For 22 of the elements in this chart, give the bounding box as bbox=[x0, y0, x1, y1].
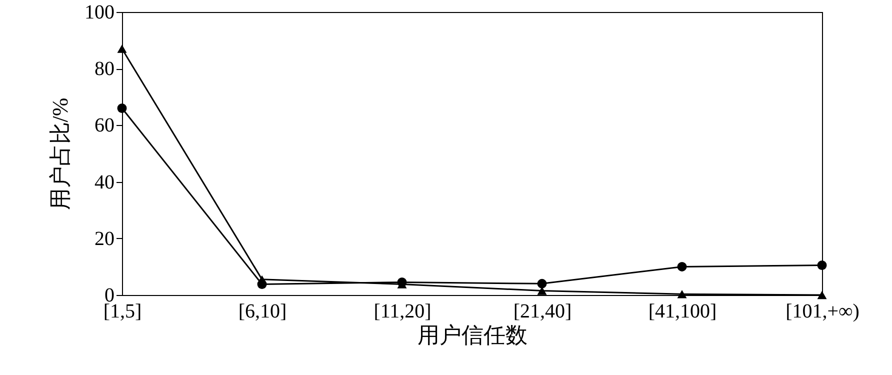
point bbox=[117, 103, 127, 113]
point bbox=[817, 290, 827, 300]
y-tick-label: 20 bbox=[94, 228, 114, 250]
point bbox=[537, 278, 547, 288]
x-tick-label: [41,100] bbox=[648, 300, 717, 322]
y-axis-title: 用户占比/% bbox=[48, 98, 72, 210]
point bbox=[677, 290, 687, 298]
y-tick-label: 100 bbox=[84, 2, 114, 24]
y-tick-label: 80 bbox=[94, 58, 114, 80]
x-tick-label: [101,+∞) bbox=[786, 300, 860, 322]
x-tick-label: [11,20] bbox=[374, 300, 432, 322]
point bbox=[117, 44, 127, 53]
y-tick-label: 60 bbox=[94, 114, 114, 137]
point bbox=[817, 260, 827, 270]
y-tick-label: 40 bbox=[94, 171, 114, 194]
x-axis-title: 用户信任数 bbox=[418, 322, 528, 348]
point bbox=[537, 286, 547, 295]
point bbox=[397, 278, 407, 287]
x-tick-label: [6,10] bbox=[238, 300, 287, 322]
point bbox=[257, 280, 267, 289]
point bbox=[677, 262, 687, 272]
x-tick-label: [21,40] bbox=[513, 300, 572, 322]
